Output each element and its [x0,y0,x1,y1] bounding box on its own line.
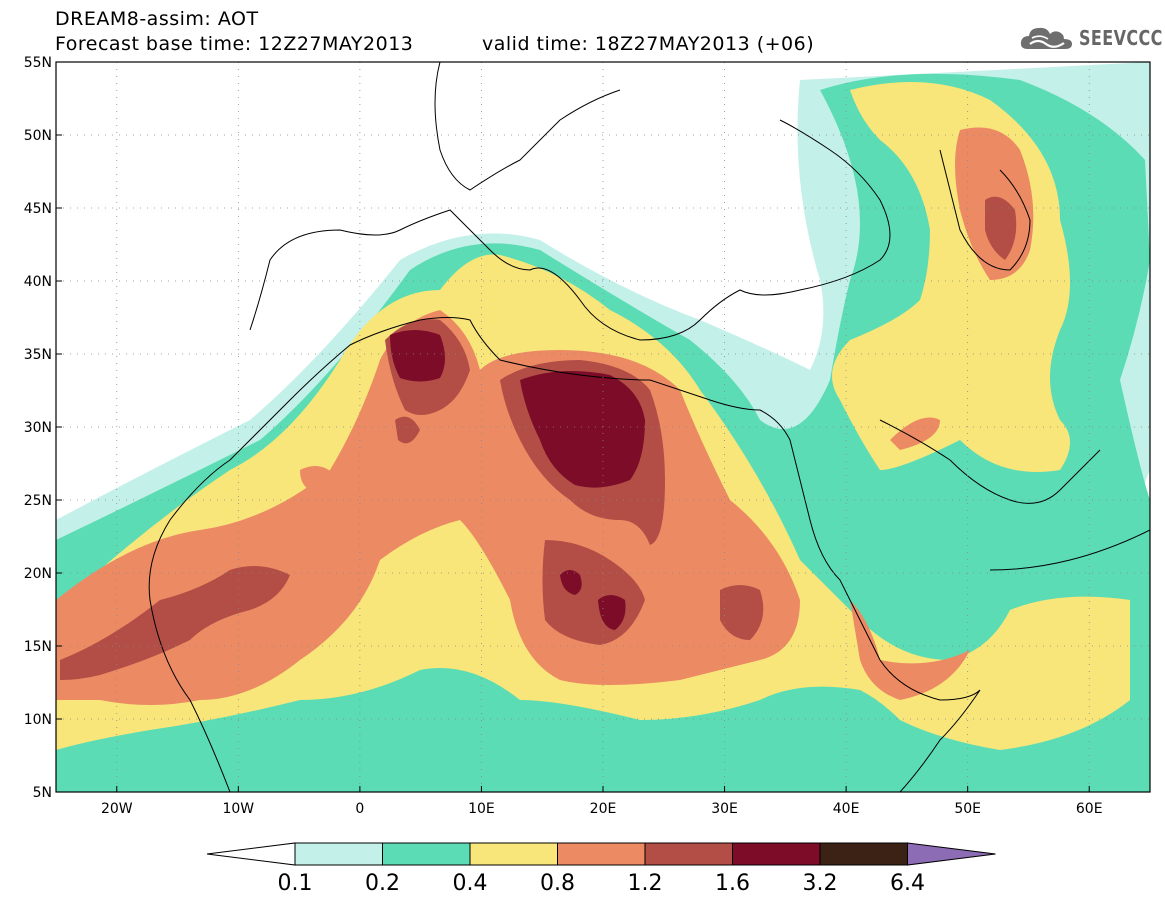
aot-colorbar: 0.1 0.2 0.4 0.8 1.2 1.6 3.2 6.4 [206,842,996,896]
lon-tick-label: 60E [1076,801,1103,817]
lat-labels: 55N 50N 45N 40N 35N 30N 25N 20N 15N 10N 5N [24,55,62,801]
contour-1.2 [60,196,1017,680]
colorbar-bin [557,842,646,866]
lon-tick-label: 0 [355,801,364,817]
lon-labels: 20W 10W 0 10E 20E 30E 40E 50E 60E [101,786,1103,817]
colorbar-label: 6.4 [890,871,925,896]
lat-tick-label: 55N [24,55,52,71]
colorbar-bin [819,842,908,866]
lat-tick-label: 30N [24,420,52,436]
colorbar-label: 1.2 [628,871,663,896]
seevccc-logo: SEEVCCC [1018,23,1165,53]
lat-tick-label: 10N [24,712,52,728]
valid-time: valid time: 18Z27MAY2013 (+06) [482,33,815,55]
colorbar-bin [382,842,471,866]
colorbar-label: 0.2 [365,871,400,896]
colorbar-label: 3.2 [803,871,838,896]
colorbar-bin [469,842,558,866]
colorbar-label: 0.4 [453,871,488,896]
lat-tick-label: 50N [24,128,52,144]
forecast-base-time: Forecast base time: 12Z27MAY2013 [55,33,414,55]
lat-tick-label: 45N [24,201,52,217]
lat-tick-label: 20N [24,566,52,582]
colorbar-label: 0.1 [278,871,313,896]
colorbar-label: 1.6 [715,871,750,896]
coastlines [148,62,1150,792]
logo-text: SEEVCCC [1079,26,1163,50]
colorbar-bin [294,842,383,866]
lat-tick-label: 5N [33,785,52,801]
lon-tick-label: 10W [222,801,254,817]
colorbar-max-arrow [907,842,996,866]
lon-tick-label: 40E [833,801,860,817]
lon-tick-label: 30E [711,801,738,817]
cloud-icon [1020,27,1072,49]
colorbar-min-arrow [206,842,296,866]
lon-tick-label: 50E [954,801,981,817]
lon-tick-label: 20W [101,801,133,817]
colorbar-label: 0.8 [540,871,575,896]
colorbar-bin [644,842,733,866]
lat-tick-label: 40N [24,274,52,290]
colorbar-bin [732,842,821,866]
lat-tick-label: 15N [24,639,52,655]
map-title: DREAM8-assim: AOT [55,8,259,30]
contour-1.6 [390,330,645,630]
lon-tick-label: 20E [590,801,617,817]
lat-tick-label: 25N [24,493,52,509]
lat-tick-label: 35N [24,347,52,363]
lon-tick-label: 10E [468,801,495,817]
